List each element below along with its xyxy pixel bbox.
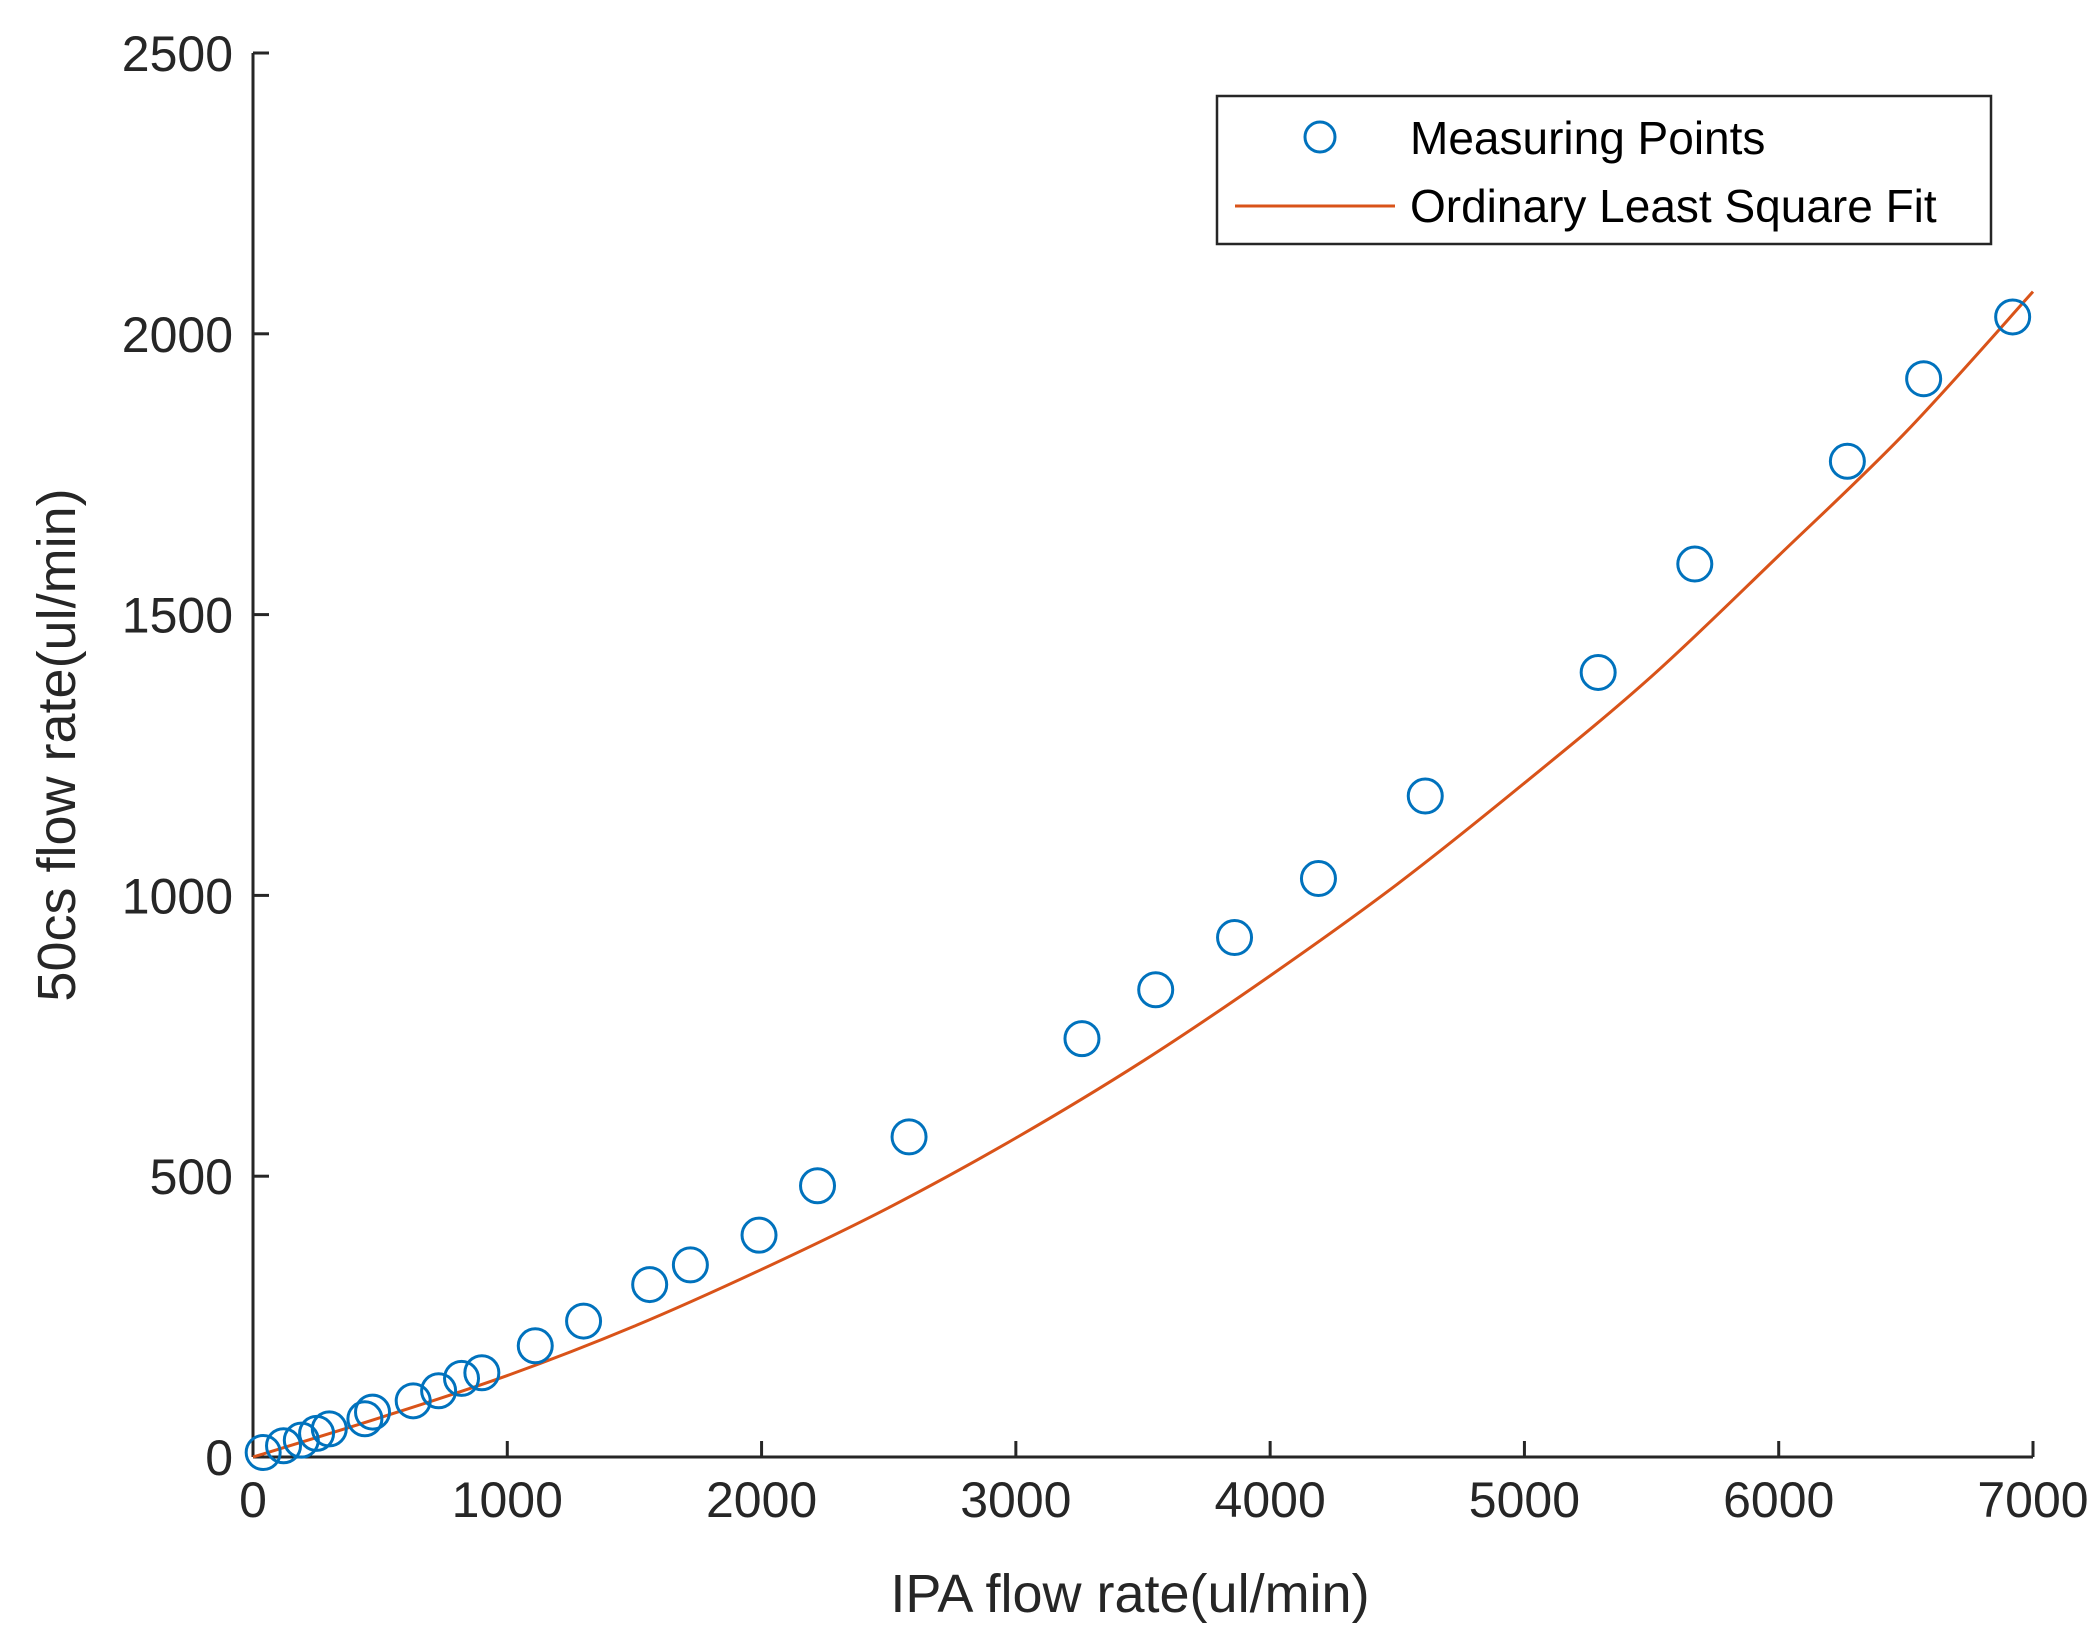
data-point: [1579, 653, 1617, 691]
data-point: [1994, 298, 2032, 336]
y-axis-label: 50cs flow rate(ul/min): [27, 488, 87, 1001]
ticks: 0 1000 2000 3000 4000 5000 6000 7000 0 500 1000 150…: [122, 26, 2089, 1528]
data-point: [354, 1393, 392, 1431]
x-tick-label: 7000: [1977, 1472, 2088, 1528]
y-tick-label: 500: [150, 1149, 233, 1205]
data-point: [1299, 860, 1337, 898]
legend: Measuring Points Ordinary Least Square F…: [1215, 94, 1993, 246]
data-point: [671, 1246, 709, 1284]
x-axis-label: IPA flow rate(ul/min): [890, 1564, 1369, 1624]
x-tick-label: 1000: [452, 1472, 563, 1528]
data-point: [244, 1434, 282, 1472]
data-point: [1137, 971, 1175, 1009]
data-point: [420, 1372, 458, 1410]
y-tick-label: 0: [205, 1430, 233, 1486]
data-point: [1905, 360, 1943, 398]
y-tick-label: 1500: [122, 588, 233, 644]
data-point: [631, 1266, 669, 1304]
y-tick-label: 2000: [122, 307, 233, 363]
legend-marker-measuring-points: [1303, 120, 1337, 154]
data-point: [443, 1359, 481, 1397]
data-point: [265, 1427, 303, 1465]
data-point: [565, 1302, 603, 1340]
data-point: [394, 1382, 432, 1420]
data-point: [346, 1400, 384, 1438]
y-tick-label: 2500: [122, 26, 233, 82]
x-tick-label: 2000: [706, 1472, 817, 1528]
x-tick-label: 3000: [960, 1472, 1071, 1528]
legend-label-measuring-points: Measuring Points: [1410, 112, 1765, 164]
x-tick-label: 6000: [1723, 1472, 1834, 1528]
data-point: [1828, 442, 1866, 480]
data-points-layer: [244, 298, 2032, 1472]
x-tick-label: 4000: [1215, 1472, 1326, 1528]
axes: [251, 53, 2033, 1459]
legend-label-fit: Ordinary Least Square Fit: [1410, 180, 1937, 232]
data-point: [799, 1167, 837, 1205]
fit-line-layer: [252, 290, 2035, 1459]
data-point: [1676, 545, 1714, 583]
data-point: [740, 1216, 778, 1254]
x-tick-label: 5000: [1469, 1472, 1580, 1528]
data-point: [1216, 919, 1254, 957]
data-point: [310, 1410, 348, 1448]
x-tick-label: 0: [239, 1472, 267, 1528]
y-tick-label: 1000: [122, 868, 233, 924]
data-point: [516, 1327, 554, 1365]
data-point: [890, 1118, 928, 1156]
data-point: [463, 1354, 501, 1392]
fit-line: [252, 290, 2035, 1459]
data-point: [1063, 1020, 1101, 1058]
legend-box: [1215, 94, 1993, 246]
data-point: [1406, 777, 1444, 815]
